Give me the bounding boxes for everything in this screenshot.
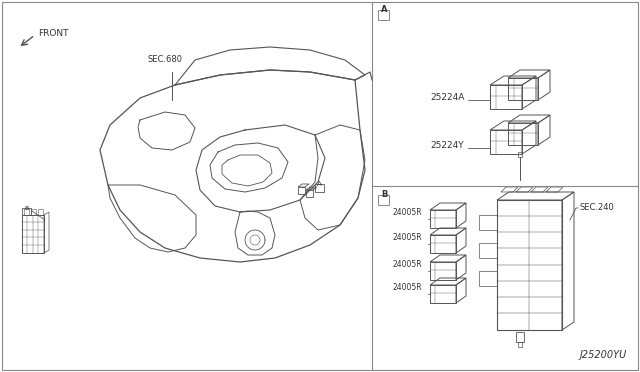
Text: SEC.240: SEC.240 (580, 203, 615, 212)
Text: A: A (317, 181, 322, 187)
Text: J25200YU: J25200YU (580, 350, 627, 360)
Text: A: A (381, 5, 387, 14)
Bar (518, 152, 522, 157)
Bar (24, 209, 29, 215)
Bar (38, 209, 43, 215)
Text: 24005R: 24005R (393, 233, 422, 242)
Bar (518, 342, 522, 347)
Bar (22, 215, 44, 253)
Bar (378, 195, 389, 205)
Text: 25224Y: 25224Y (430, 141, 463, 150)
Text: SEC.680: SEC.680 (148, 55, 183, 64)
Text: B: B (24, 205, 28, 211)
Text: 25224A: 25224A (430, 93, 465, 102)
Bar (31, 209, 36, 215)
Bar (516, 332, 524, 342)
Text: FRONT: FRONT (38, 29, 68, 38)
Bar (378, 10, 389, 20)
Bar (22, 208, 31, 215)
Bar (315, 184, 324, 192)
Text: 24005R: 24005R (393, 283, 422, 292)
Text: B: B (381, 190, 387, 199)
Text: 24005R: 24005R (393, 260, 422, 269)
Bar (497, 200, 562, 330)
Text: 24005R: 24005R (393, 208, 422, 217)
